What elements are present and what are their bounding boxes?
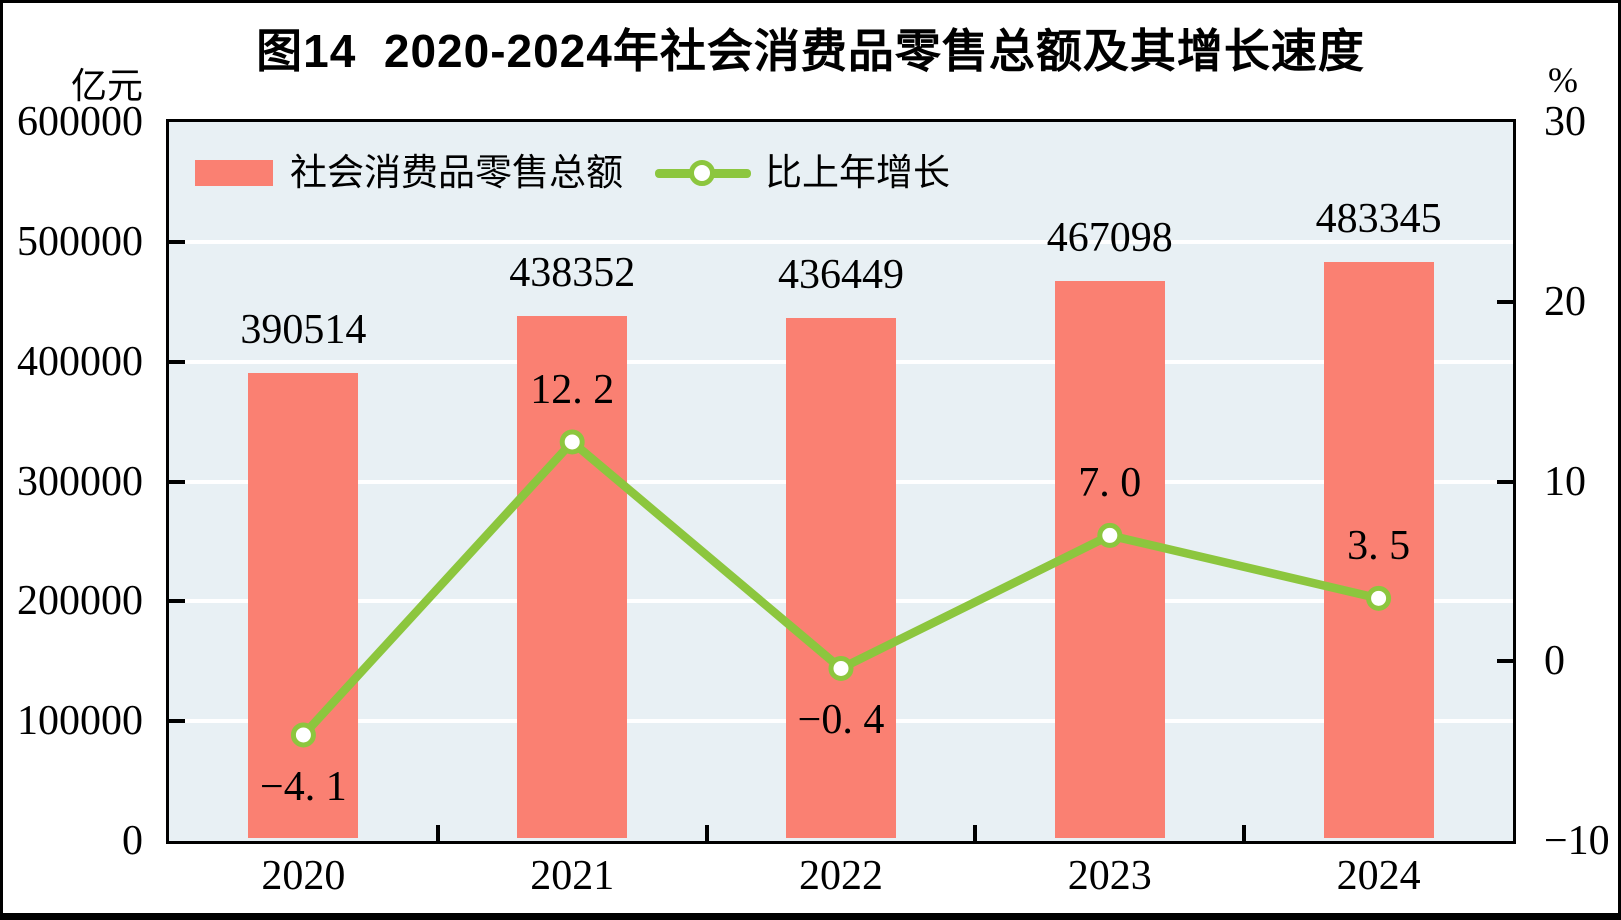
- legend-line-label: 比上年增长: [765, 153, 950, 194]
- right-axis-tick-label: 30: [1544, 99, 1586, 145]
- right-axis-unit: %: [1548, 60, 1578, 100]
- left-axis-tick: [169, 599, 185, 604]
- left-axis-tick-label: 300000: [17, 458, 143, 505]
- x-axis-tick: [973, 825, 978, 841]
- right-axis-tick: [1497, 659, 1513, 664]
- left-axis-tick-label: 0: [122, 818, 143, 864]
- bar-value-label: 436449: [778, 251, 904, 298]
- right-axis-tick-label: −10: [1544, 818, 1610, 864]
- x-axis-category-label: 2021: [530, 853, 615, 899]
- x-axis-tick: [435, 825, 440, 841]
- left-axis-tick: [169, 479, 185, 484]
- bar-value-label: 467098: [1046, 215, 1173, 262]
- growth-value-label: 7. 0: [1078, 460, 1142, 507]
- x-axis-category-label: 2023: [1067, 853, 1152, 899]
- legend-bar-swatch: [195, 160, 273, 186]
- left-axis-tick-label: 400000: [17, 338, 143, 385]
- left-axis-tick: [169, 359, 185, 364]
- x-axis-category-label: 2022: [799, 853, 883, 899]
- left-axis-tick-label: 600000: [17, 99, 143, 145]
- gridline: [169, 239, 1513, 244]
- bar-value-label: 438352: [509, 249, 636, 296]
- left-axis-tick-label: 100000: [17, 698, 143, 745]
- bar-value-label: 483345: [1315, 195, 1442, 242]
- left-axis-tick-label: 200000: [17, 578, 143, 625]
- growth-value-label: −4. 1: [260, 763, 347, 810]
- legend: 社会消费品零售总额 比上年增长: [193, 148, 973, 200]
- bar-value-label: 390514: [240, 307, 367, 354]
- growth-value-label: 12. 2: [530, 366, 615, 413]
- x-axis-category-label: 2024: [1336, 853, 1421, 899]
- x-axis-tick: [704, 825, 709, 841]
- x-axis-category-label: 2020: [261, 853, 346, 899]
- bar-2022: [786, 317, 896, 838]
- left-axis-tick: [169, 719, 185, 724]
- right-axis-tick-label: 10: [1544, 458, 1586, 505]
- chart-title: 图14 2020-2024年社会消费品零售总额及其增长速度: [256, 25, 1365, 77]
- bar-2023: [1054, 281, 1165, 838]
- left-axis-tick: [169, 239, 185, 244]
- left-axis-tick-label: 500000: [17, 218, 143, 265]
- right-axis-tick-label: 0: [1544, 638, 1565, 685]
- growth-value-label: −0. 4: [797, 697, 885, 744]
- legend-line-marker-icon: [689, 160, 715, 186]
- right-axis-tick: [1497, 299, 1513, 304]
- right-axis-tick: [1497, 479, 1513, 484]
- legend-bar-label: 社会消费品零售总额: [290, 153, 623, 194]
- x-axis-tick: [1242, 825, 1247, 841]
- growth-value-label: 3. 5: [1347, 523, 1411, 570]
- right-axis-tick-label: 20: [1544, 278, 1586, 325]
- left-axis-unit: 亿元: [70, 66, 143, 106]
